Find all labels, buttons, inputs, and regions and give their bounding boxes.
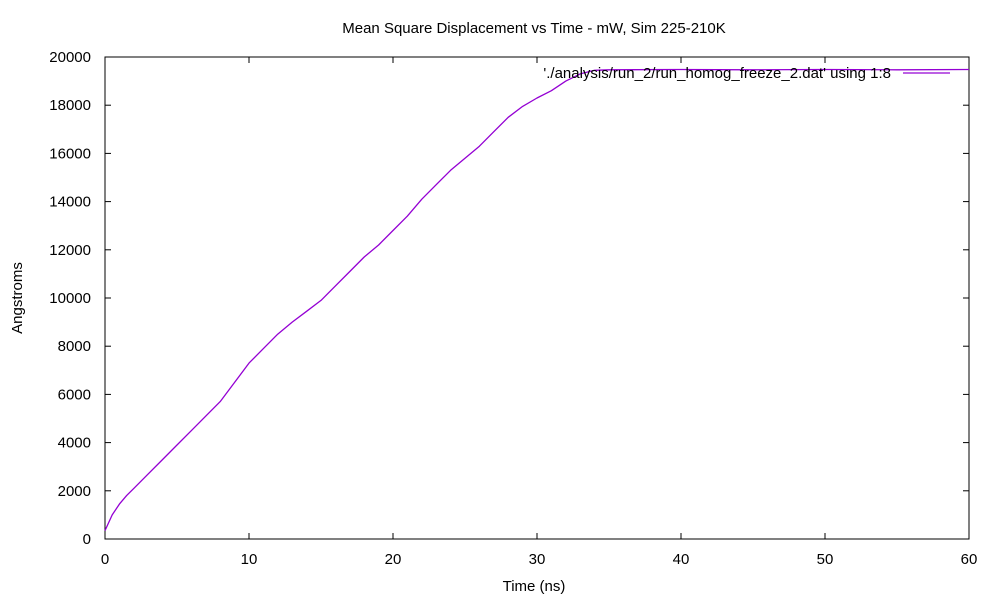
y-tick-label: 8000 xyxy=(58,338,91,355)
x-tick-label: 20 xyxy=(385,551,402,568)
x-axis: 0 10 20 30 40 50 60 xyxy=(101,57,978,568)
legend-label: './analysis/run_2/run_homog_freeze_2.dat… xyxy=(543,65,891,82)
legend: './analysis/run_2/run_homog_freeze_2.dat… xyxy=(543,65,950,82)
plot-frame xyxy=(104,56,970,540)
y-tick-label: 14000 xyxy=(49,194,91,211)
series-line-0 xyxy=(104,68,970,531)
y-tick-label: 2000 xyxy=(58,483,91,500)
y-tick-label: 12000 xyxy=(49,242,91,259)
x-tick-label: 0 xyxy=(101,551,109,568)
x-tick-label: 40 xyxy=(673,551,690,568)
y-tick-label: 6000 xyxy=(58,386,91,403)
y-axis: 0 2000 4000 6000 8000 10000 12000 14000 16000 180… xyxy=(49,49,969,548)
y-tick-label: 0 xyxy=(83,531,91,548)
y-tick-label: 4000 xyxy=(58,435,91,452)
x-tick-label: 60 xyxy=(961,551,978,568)
x-tick-label: 50 xyxy=(817,551,834,568)
chart-title: Mean Square Displacement vs Time - mW, S… xyxy=(342,20,725,37)
y-tick-label: 18000 xyxy=(49,97,91,114)
y-axis-label: Angstroms xyxy=(9,262,26,334)
y-tick-label: 16000 xyxy=(49,145,91,162)
x-tick-label: 30 xyxy=(529,551,546,568)
series-layer xyxy=(104,68,970,531)
x-axis-label: Time (ns) xyxy=(503,578,566,595)
x-tick-label: 10 xyxy=(241,551,258,568)
y-tick-label: 10000 xyxy=(49,290,91,307)
y-tick-label: 20000 xyxy=(49,49,91,66)
